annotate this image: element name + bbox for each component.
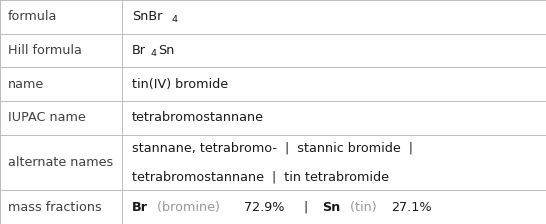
- Text: tetrabromostannane: tetrabromostannane: [132, 111, 264, 124]
- Text: 4: 4: [171, 15, 177, 24]
- Text: 4: 4: [150, 49, 156, 58]
- Text: SnBr: SnBr: [132, 10, 162, 23]
- Text: Sn: Sn: [323, 201, 341, 214]
- Text: name: name: [8, 78, 44, 91]
- Text: formula: formula: [8, 10, 57, 23]
- Text: 72.9%: 72.9%: [244, 201, 284, 214]
- Text: mass fractions: mass fractions: [8, 201, 102, 214]
- Text: |: |: [296, 201, 317, 214]
- Text: Br: Br: [132, 44, 146, 57]
- Text: (tin): (tin): [346, 201, 381, 214]
- Text: 27.1%: 27.1%: [391, 201, 431, 214]
- Text: tin(IV) bromide: tin(IV) bromide: [132, 78, 228, 91]
- Text: Sn: Sn: [158, 44, 174, 57]
- Text: Hill formula: Hill formula: [8, 44, 82, 57]
- Text: (bromine): (bromine): [153, 201, 223, 214]
- Text: Br: Br: [132, 201, 148, 214]
- Text: IUPAC name: IUPAC name: [8, 111, 86, 124]
- Text: alternate names: alternate names: [8, 156, 113, 169]
- Text: stannane, tetrabromo-  |  stannic bromide  |: stannane, tetrabromo- | stannic bromide …: [132, 142, 413, 155]
- Text: tetrabromostannane  |  tin tetrabromide: tetrabromostannane | tin tetrabromide: [132, 170, 389, 183]
